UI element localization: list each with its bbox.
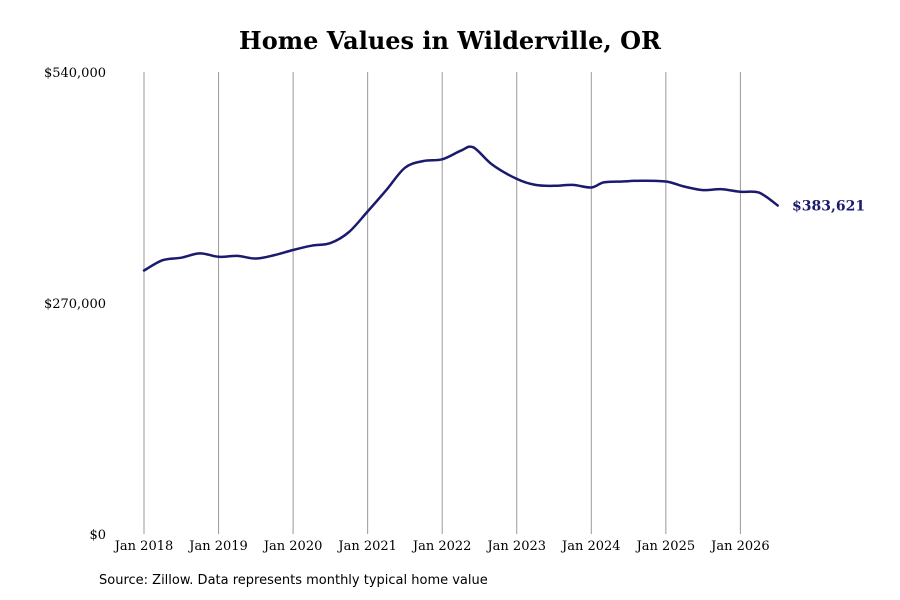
gridlines	[143, 72, 741, 534]
y-tick-label: $540,000	[44, 66, 106, 81]
x-axis-ticks: Jan 2018 Jan 2019 Jan 2020 Jan 2021 Jan 2022…	[113, 539, 770, 554]
y-tick-label: $0	[89, 528, 106, 543]
x-tick-label: Jan 2018	[113, 539, 174, 554]
chart-title: Home Values in Wilderville, OR	[239, 26, 661, 55]
y-tick-label: $270,000	[44, 297, 106, 312]
x-tick-label: Jan 2025	[635, 539, 696, 554]
x-tick-label: Jan 2023	[485, 539, 546, 554]
x-tick-label: Jan 2024	[560, 539, 621, 554]
x-tick-label: Jan 2022	[411, 539, 472, 554]
series-layer: $383,621	[142, 145, 865, 272]
end-value-label: $383,621	[792, 198, 865, 214]
source-note: Source: Zillow. Data represents monthly …	[99, 573, 488, 588]
y-axis-ticks: $0 $270,000 $540,000	[44, 66, 106, 543]
x-tick-label: Jan 2020	[262, 539, 323, 554]
x-tick-label: Jan 2021	[336, 539, 397, 554]
x-tick-label: Jan 2026	[709, 539, 770, 554]
x-tick-label: Jan 2019	[187, 539, 248, 554]
series-line	[142, 145, 779, 272]
